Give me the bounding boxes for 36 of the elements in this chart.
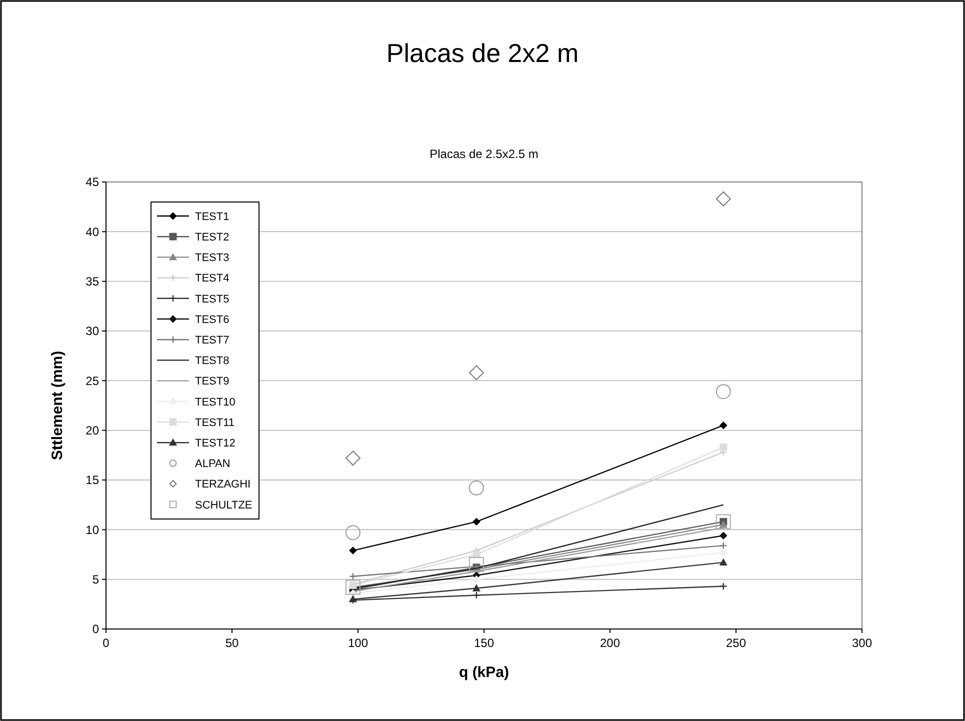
- legend-label: TEST3: [195, 252, 230, 264]
- legend-label: TEST10: [195, 396, 236, 408]
- x-tick-label: 300: [852, 636, 872, 650]
- legend-label: TEST1: [195, 210, 230, 223]
- y-tick-label: 15: [86, 473, 100, 488]
- legend-label: TEST9: [195, 376, 230, 388]
- y-tick-label: 35: [86, 274, 100, 289]
- legend-label: TEST12: [195, 437, 236, 450]
- chart-title: Placas de 2x2 m: [386, 38, 579, 68]
- y-tick-label: 45: [86, 175, 100, 190]
- y-tick-label: 25: [86, 374, 100, 388]
- x-tick-label: 100: [348, 636, 368, 650]
- legend-label: TEST2: [195, 231, 230, 244]
- legend-label: TEST7: [195, 334, 230, 346]
- legend-label: TEST5: [195, 293, 230, 306]
- legend-label: ALPAN: [195, 458, 230, 470]
- y-tick-label: 0: [92, 622, 100, 636]
- x-tick-label: 250: [726, 636, 746, 650]
- x-tick-label: 50: [225, 636, 239, 650]
- y-tick-label: 20: [86, 424, 100, 438]
- x-axis-title: q (kPa): [458, 664, 510, 681]
- legend-label: TEST8: [195, 355, 230, 368]
- x-tick-label: 0: [102, 636, 110, 650]
- y-tick-label: 10: [86, 522, 100, 537]
- y-axis-title: Sttlement (mm): [49, 350, 66, 460]
- y-tick-label: 5: [92, 572, 100, 587]
- y-tick-label: 30: [86, 324, 100, 338]
- x-tick-label: 150: [474, 636, 494, 650]
- legend-label: TEST4: [195, 272, 230, 285]
- legend-label: TEST11: [195, 416, 235, 429]
- legend-label: TERZAGHI: [195, 478, 251, 491]
- legend-label: TEST6: [195, 314, 230, 326]
- y-tick-label: 40: [86, 224, 100, 239]
- x-tick-label: 200: [600, 636, 620, 650]
- chart-subtitle: Placas de 2.5x2.5 m: [430, 147, 538, 161]
- legend-label: SCHULTZE: [195, 499, 252, 512]
